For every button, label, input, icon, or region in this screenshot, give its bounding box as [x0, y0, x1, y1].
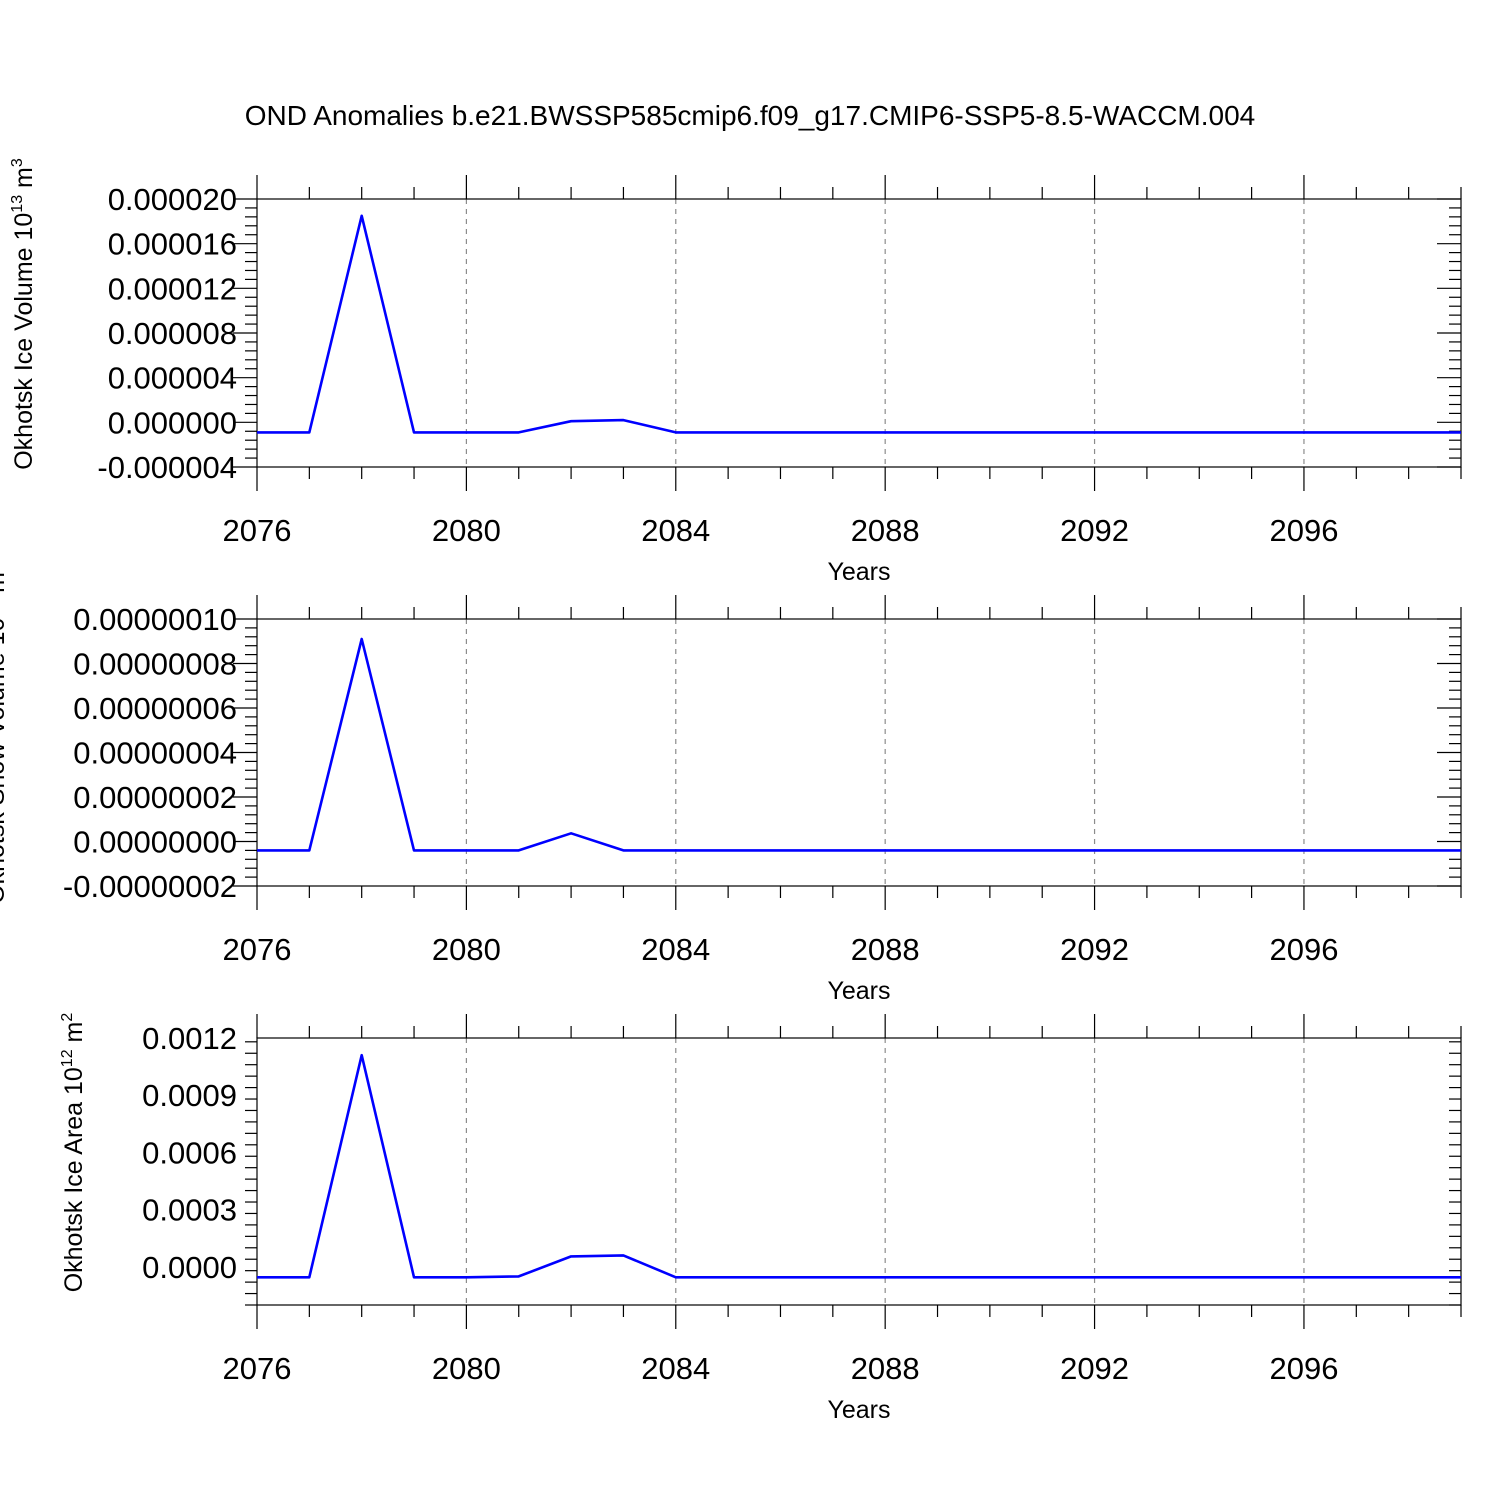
x-axis-label: Years	[827, 1396, 890, 1424]
x-tick-label: 2080	[432, 1351, 501, 1386]
panel-ice-area: 0.0000 0.0003 0.0006 0.0009 0.0012 2076 2080 2…	[59, 1013, 1462, 1424]
x-tick-label: 2080	[432, 932, 501, 967]
series-line	[257, 1053, 1461, 1279]
chart-title: OND Anomalies b.e21.BWSSP585cmip6.f09_g1…	[245, 100, 1256, 131]
y-tick-label: 0.00000002	[73, 780, 237, 815]
y-tick-label: -0.000004	[97, 450, 237, 485]
x-tick-label: 2088	[851, 513, 920, 548]
panel-snow-volume: -0.00000002 0.00000000 0.00000002 0.0000000…	[0, 563, 1462, 1005]
y-tick-label: 0.0009	[142, 1078, 237, 1113]
x-tick-label: 2080	[432, 513, 501, 548]
x-tick-label: 2076	[223, 932, 292, 967]
panel-ice-volume: -0.000004 0.000000 0.000004 0.000008 0.00001…	[9, 158, 1462, 586]
x-tick-label: 2084	[641, 932, 710, 967]
x-tick-label: 2076	[223, 513, 292, 548]
y-axis-label: Okhotsk Ice Volume 1013 m3	[9, 158, 38, 470]
x-tick-label: 2084	[641, 513, 710, 548]
plot-frame	[256, 198, 1462, 468]
y-tick-label: 0.00000008	[73, 647, 237, 682]
x-tick-label: 2096	[1269, 932, 1338, 967]
x-axis-label: Years	[827, 558, 890, 586]
y-tick-label: 0.0003	[142, 1193, 237, 1228]
x-axis-label: Years	[827, 977, 890, 1005]
x-tick-label: 2084	[641, 1351, 710, 1386]
y-tick-label: 0.00000006	[73, 691, 237, 726]
y-tick-label: 0.00000010	[73, 602, 237, 637]
y-tick-label: 0.0000	[142, 1250, 237, 1285]
x-tick-label: 2092	[1060, 1351, 1129, 1386]
y-tick-label: 0.0006	[142, 1135, 237, 1170]
series-line	[257, 637, 1461, 852]
y-tick-label: 0.00000000	[73, 825, 237, 860]
y-tick-label: 0.000000	[108, 405, 237, 440]
y-axis-label: Okhotsk Snow Volume 1013 m3	[0, 563, 10, 904]
y-axis-label: Okhotsk Ice Area 1012 m2	[59, 1013, 88, 1293]
x-tick-label: 2076	[223, 1351, 292, 1386]
y-tick-label: 0.000016	[108, 227, 237, 262]
y-tick-label: 0.00000004	[73, 736, 237, 771]
y-tick-label: 0.0012	[142, 1021, 237, 1056]
x-tick-label: 2088	[851, 1351, 920, 1386]
y-tick-label: 0.000020	[108, 182, 237, 217]
plot-frame	[256, 618, 1462, 887]
series-line	[257, 214, 1461, 434]
y-tick-label: 0.000008	[108, 316, 237, 351]
x-tick-label: 2088	[851, 932, 920, 967]
x-tick-label: 2092	[1060, 513, 1129, 548]
x-tick-label: 2096	[1269, 513, 1338, 548]
y-tick-label: 0.000012	[108, 271, 237, 306]
y-tick-label: 0.000004	[108, 361, 237, 396]
x-tick-label: 2092	[1060, 932, 1129, 967]
y-tick-label: -0.00000002	[63, 869, 237, 904]
x-tick-label: 2096	[1269, 1351, 1338, 1386]
plot-frame	[256, 1037, 1462, 1306]
